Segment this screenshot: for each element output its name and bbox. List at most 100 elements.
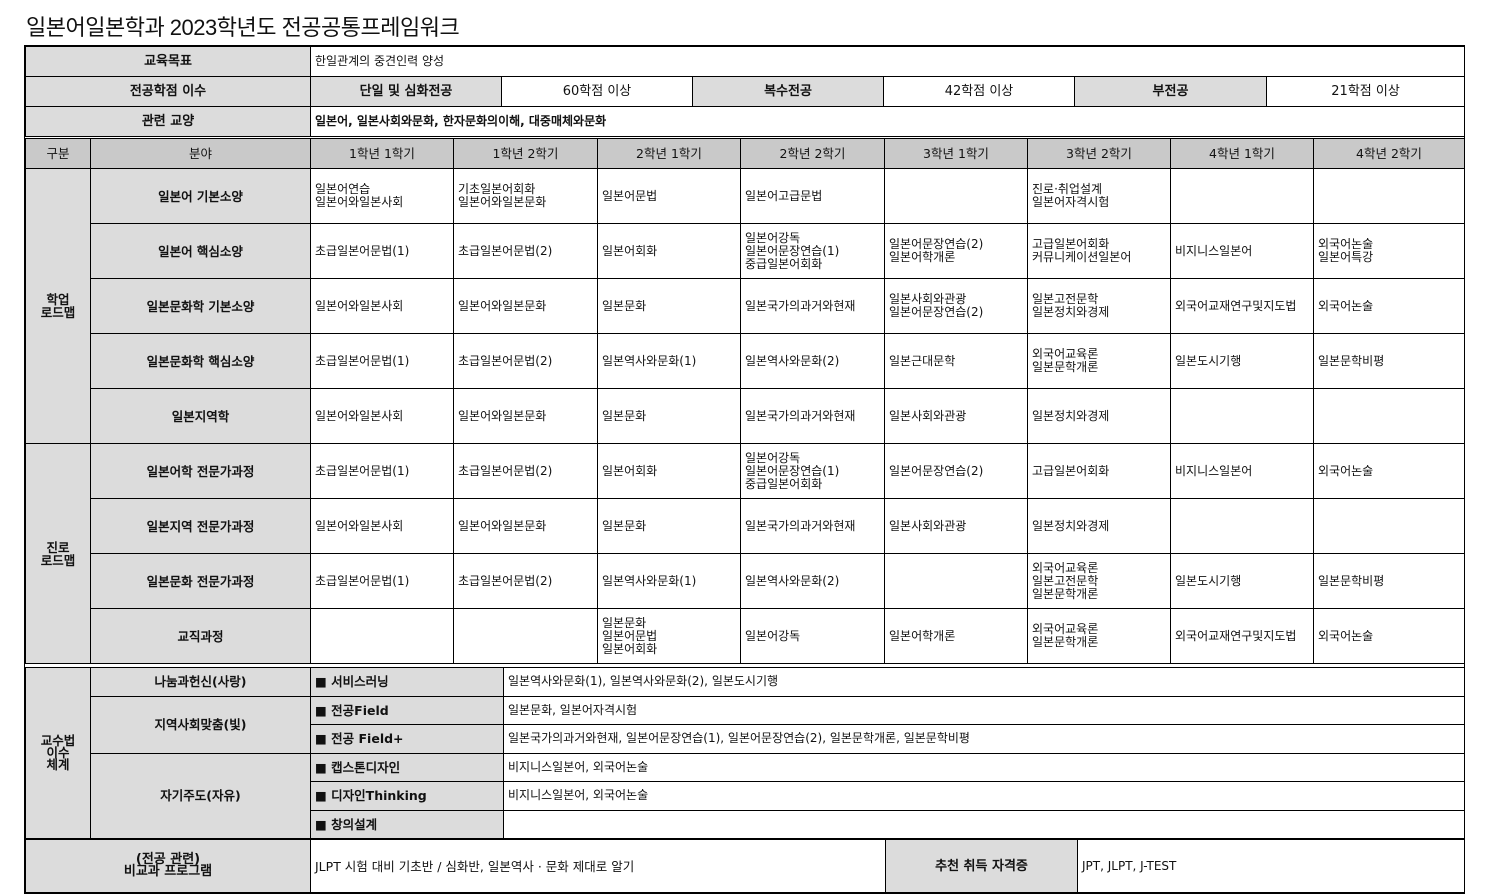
course-cell: 일본어강독 <box>740 608 885 664</box>
table-row: 일본지역 전문가과정 일본어와일본사회 일본어와일본문화 일본문화 일본국가의과거와현재… <box>26 498 1465 554</box>
course-cell: 비지니스일본어 <box>1170 223 1314 279</box>
course-cell: 일본문화 일본어문법 일본어회화 <box>597 608 741 664</box>
course-cell: 일본어와일본문화 <box>453 278 598 334</box>
course-cell: 일본사회와관광 <box>884 498 1028 554</box>
goal-row: 교육목표 한일관계의 중견인력 양성 <box>25 46 1466 77</box>
course-cell: 일본어와일본사회 <box>310 388 454 444</box>
course-cell: 일본어와일본사회 <box>310 278 454 334</box>
course-cell: 일본어문장연습(2) 일본어학개론 <box>884 223 1028 279</box>
course-cell: 일본어강독 일본어문장연습(1) 중급일본어회화 <box>740 223 885 279</box>
page-title: 일본어일본학과 2023학년도 전공공통프레임워크 <box>26 15 460 40</box>
method-row: ■ 창의설계 <box>26 809 1465 839</box>
column-header: 3학년 2학기 <box>1027 138 1171 169</box>
field-label: 일본어학 전문가과정 <box>90 443 311 499</box>
course-cell: 기초일본어회화 일본어와일본문화 <box>453 168 598 224</box>
program-label: (전공 관련) 비교과 프로그램 <box>25 839 311 893</box>
field-label: 일본문화학 기본소양 <box>90 278 311 334</box>
course-cell: 초급일본어문법(1) <box>310 553 454 609</box>
credits-label: 전공학점 이수 <box>25 76 311 107</box>
column-header: 1학년 2학기 <box>453 138 598 169</box>
method-tag: ■ 캡스톤디자인 <box>310 752 504 782</box>
roadmap-table: 구분 분야 1학년 1학기 1학년 2학기 2학년 1학기 2학년 2학기 3학년 1학기 3… <box>25 138 1465 664</box>
method-row: 교수법 이수 체계 나눔과헌신(사랑) ■ 서비스러닝 일본역사와문화(1), 일본역… <box>25 667 1465 839</box>
course-cell: 고급일본어회화 <box>1027 443 1171 499</box>
method-row: 지역사회맞춤(빛) ■ 전공Field 일본문화, 일본어자격시험 <box>26 695 1465 754</box>
course-cell: 일본어문장연습(2) <box>884 443 1028 499</box>
course-cell: 외국어교육론 일본문학개론 <box>1027 608 1171 664</box>
column-header: 4학년 2학기 <box>1313 138 1465 169</box>
course-cell: 초급일본어문법(1) <box>310 333 454 389</box>
course-cell: 초급일본어문법(2) <box>453 553 598 609</box>
table-row: 진로 로드맵 일본어학 전문가과정 초급일본어문법(1) 초급일본어문법(2) 일본어회… <box>25 443 1465 664</box>
course-cell: 일본문화 <box>597 388 741 444</box>
method-tag: ■ 서비스러닝 <box>310 667 504 697</box>
course-cell <box>884 553 1028 609</box>
credit-type-single: 단일 및 심화전공 <box>310 76 502 107</box>
course-cell: 일본근대문학 <box>884 333 1028 389</box>
goal-value: 한일관계의 중견인력 양성 <box>309 46 1466 77</box>
method-tag: ■ 디자인Thinking <box>310 781 504 811</box>
method-row: 자기주도(자유) ■ 캡스톤디자인 비지니스일본어, 외국어논술 <box>26 752 1465 839</box>
liberal-value: 일본어, 일본사회와문화, 한자문화의이해, 대중매체와문화 <box>309 106 1466 137</box>
course-cell: 일본어와일본문화 <box>453 498 598 554</box>
credit-value-single: 60학점 이상 <box>501 76 693 107</box>
method-row: ■ 전공 Field+ 일본국가의과거와현재, 일본어문장연습(1), 일본어문장… <box>26 724 1465 754</box>
extra-table: (전공 관련) 비교과 프로그램 JLPT 시험 대비 기초반 / 심화반, 일… <box>25 839 1465 893</box>
cert-value: JPT, JLPT, J-TEST <box>1077 839 1465 893</box>
course-cell <box>1313 498 1465 554</box>
course-cell: 일본정치와경제 <box>1027 498 1171 554</box>
course-cell: 외국어교재연구및지도법 <box>1170 278 1314 334</box>
liberal-label: 관련 교양 <box>25 106 311 137</box>
field-label: 교직과정 <box>90 608 311 664</box>
liberal-row: 관련 교양 일본어, 일본사회와문화, 한자문화의이해, 대중매체와문화 <box>25 106 1466 137</box>
table-row: 교직과정 일본문화 일본어문법 일본어회화 일본어강독 일본어학개론 외국어교육론 일본… <box>26 608 1465 664</box>
course-cell: 초급일본어문법(1) <box>310 223 454 279</box>
course-cell <box>1170 498 1314 554</box>
course-cell: 일본국가의과거와현재 <box>740 498 885 554</box>
column-header: 1학년 1학기 <box>310 138 454 169</box>
credit-value-minor: 21학점 이상 <box>1265 76 1466 107</box>
course-cell: 진로·취업설계 일본어자격시험 <box>1027 168 1171 224</box>
course-cell: 일본어와일본문화 <box>453 388 598 444</box>
method-courses <box>503 809 1465 839</box>
column-header: 3학년 1학기 <box>884 138 1028 169</box>
method-tag: ■ 전공Field <box>310 695 504 725</box>
course-cell: 일본역사와문화(1) <box>597 333 741 389</box>
field-label: 일본문화 전문가과정 <box>90 553 311 609</box>
table-row: 일본문화 전문가과정 초급일본어문법(1) 초급일본어문법(2) 일본역사와문화(1)… <box>26 553 1465 609</box>
course-cell: 일본어회화 <box>597 223 741 279</box>
table-row: 학업 로드맵 일본어 기본소양 일본어연습 일본어와일본사회 기초일본어회화 일본어와… <box>25 168 1465 444</box>
program-value: JLPT 시험 대비 기초반 / 심화반, 일본역사 · 문화 제대로 알기 <box>310 839 886 893</box>
field-label: 일본지역 전문가과정 <box>90 498 311 554</box>
course-cell: 일본어와일본사회 <box>310 498 454 554</box>
method-section-label: 지역사회맞춤(빛) <box>90 695 311 754</box>
credits-row: 전공학점 이수 단일 및 심화전공 60학점 이상 복수전공 42학점 이상 부… <box>25 76 1466 107</box>
column-header: 2학년 2학기 <box>740 138 885 169</box>
field-label: 일본문화학 핵심소양 <box>90 333 311 389</box>
course-cell: 일본사회와관광 <box>884 388 1028 444</box>
method-group-label: 교수법 이수 체계 <box>25 667 91 839</box>
method-courses: 일본국가의과거와현재, 일본어문장연습(1), 일본어문장연습(2), 일본문학… <box>503 724 1465 754</box>
table-row: 일본문화학 기본소양 일본어와일본사회 일본어와일본문화 일본문화 일본국가의과거와현재… <box>26 278 1465 334</box>
course-cell <box>1313 168 1465 224</box>
method-row: ■ 디자인Thinking 비지니스일본어, 외국어논술 <box>26 781 1465 811</box>
course-cell: 일본사회와관광 일본어문장연습(2) <box>884 278 1028 334</box>
method-tag: ■ 전공 Field+ <box>310 724 504 754</box>
roadmap-header-row: 구분 분야 1학년 1학기 1학년 2학기 2학년 1학기 2학년 2학기 3학년 1학기 3… <box>25 138 1465 169</box>
course-cell: 초급일본어문법(2) <box>453 443 598 499</box>
course-cell: 일본역사와문화(1) <box>597 553 741 609</box>
course-cell: 외국어교육론 일본고전문학 일본문학개론 <box>1027 553 1171 609</box>
course-cell <box>1170 388 1314 444</box>
course-cell: 일본문화 <box>597 278 741 334</box>
course-cell: 일본문화 <box>597 498 741 554</box>
course-cell <box>1170 168 1314 224</box>
credit-value-double: 42학점 이상 <box>883 76 1075 107</box>
table-row: 일본어 핵심소양 초급일본어문법(1) 초급일본어문법(2) 일본어회화 일본어강독 일… <box>26 223 1465 279</box>
group-label: 학업 로드맵 <box>25 168 91 444</box>
method-tag: ■ 창의설계 <box>310 809 504 839</box>
course-cell: 외국어교육론 일본문학개론 <box>1027 333 1171 389</box>
course-cell: 초급일본어문법(1) <box>310 443 454 499</box>
overview-table: 교육목표 한일관계의 중견인력 양성 전공학점 이수 단일 및 심화전공 60학… <box>25 46 1466 137</box>
course-cell: 일본어강독 일본어문장연습(1) 중급일본어회화 <box>740 443 885 499</box>
course-cell: 일본국가의과거와현재 <box>740 278 885 334</box>
